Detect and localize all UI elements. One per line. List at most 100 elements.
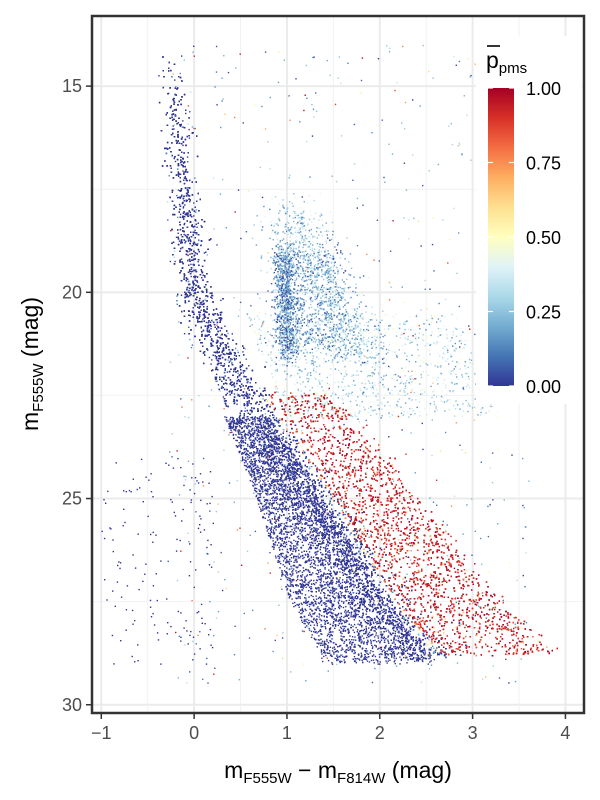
star-point [281, 461, 283, 463]
star-point [300, 574, 302, 577]
star-point [343, 557, 346, 559]
star-point [178, 240, 181, 242]
star-point [192, 290, 194, 292]
star-point [239, 414, 242, 416]
star-point [174, 260, 176, 263]
star-point [185, 177, 187, 180]
star-point [304, 506, 306, 508]
star-point [317, 537, 320, 540]
star-point [194, 229, 196, 232]
star-point [422, 632, 424, 635]
star-point [258, 403, 260, 406]
star-point [210, 328, 212, 330]
star-point [326, 475, 328, 478]
star-point [177, 171, 179, 173]
star-point [393, 629, 395, 632]
star-point [430, 611, 432, 613]
star-point [329, 469, 331, 471]
star-point [189, 201, 191, 203]
star-point [370, 576, 373, 578]
star-point [307, 520, 310, 522]
star-point [357, 584, 359, 586]
star-point [231, 358, 233, 361]
star-point [424, 637, 426, 640]
star-point [163, 76, 165, 78]
star-point [182, 120, 184, 122]
star-point [378, 613, 381, 615]
star-point [244, 410, 246, 412]
star-point [233, 354, 236, 356]
star-point [345, 535, 348, 537]
star-point [237, 351, 239, 354]
star-point [285, 440, 287, 442]
star-point [225, 334, 227, 337]
star-point [288, 443, 290, 445]
star-point [196, 226, 198, 228]
star-point [289, 491, 292, 493]
star-point [251, 411, 253, 414]
star-point [325, 495, 327, 497]
star-point [185, 192, 188, 194]
star-point [343, 558, 345, 560]
star-point [331, 650, 334, 652]
star-point [237, 372, 239, 375]
star-point [243, 414, 245, 417]
star-point [275, 417, 278, 419]
star-point [199, 303, 201, 306]
star-point [217, 384, 220, 386]
star-point [357, 568, 359, 571]
star-point [344, 513, 346, 516]
star-point [233, 357, 235, 360]
star-point [298, 476, 301, 478]
star-point [182, 144, 184, 147]
star-point [233, 393, 236, 395]
star-point [286, 459, 288, 461]
star-point [371, 647, 374, 650]
star-point [392, 609, 394, 611]
star-point [171, 113, 173, 116]
star-point [278, 425, 280, 427]
star-point [227, 359, 229, 361]
star-point [315, 485, 317, 488]
star-point [409, 630, 412, 633]
star-point [384, 578, 386, 581]
star-point [338, 584, 340, 586]
star-point [188, 137, 191, 139]
star-point [347, 581, 349, 583]
star-point [313, 617, 315, 620]
star-point [281, 443, 283, 445]
star-point [355, 533, 358, 535]
star-point [268, 465, 270, 467]
star-point [158, 75, 160, 77]
star-point [182, 207, 184, 209]
star-point [248, 454, 250, 457]
star-point [205, 321, 208, 324]
star-point [232, 400, 235, 403]
star-point [269, 432, 271, 435]
star-point [179, 72, 181, 75]
star-point [413, 649, 415, 652]
star-point [322, 501, 325, 504]
star-point [221, 351, 223, 354]
star-point [320, 513, 322, 516]
star-point [349, 569, 352, 572]
star-point [334, 531, 336, 533]
star-point [249, 382, 251, 384]
star-point [331, 526, 333, 529]
star-point [328, 583, 330, 586]
star-point [223, 363, 226, 365]
star-point [329, 551, 331, 554]
star-point [220, 354, 222, 356]
star-point [329, 502, 331, 504]
star-point [310, 511, 312, 513]
star-point [187, 254, 189, 257]
star-point [317, 564, 319, 567]
star-point [203, 252, 206, 254]
star-point [216, 318, 218, 321]
star-point [255, 480, 257, 482]
star-point [190, 268, 193, 271]
star-point [265, 508, 268, 510]
star-point [189, 315, 191, 317]
star-point [247, 395, 249, 397]
star-point [267, 441, 270, 443]
